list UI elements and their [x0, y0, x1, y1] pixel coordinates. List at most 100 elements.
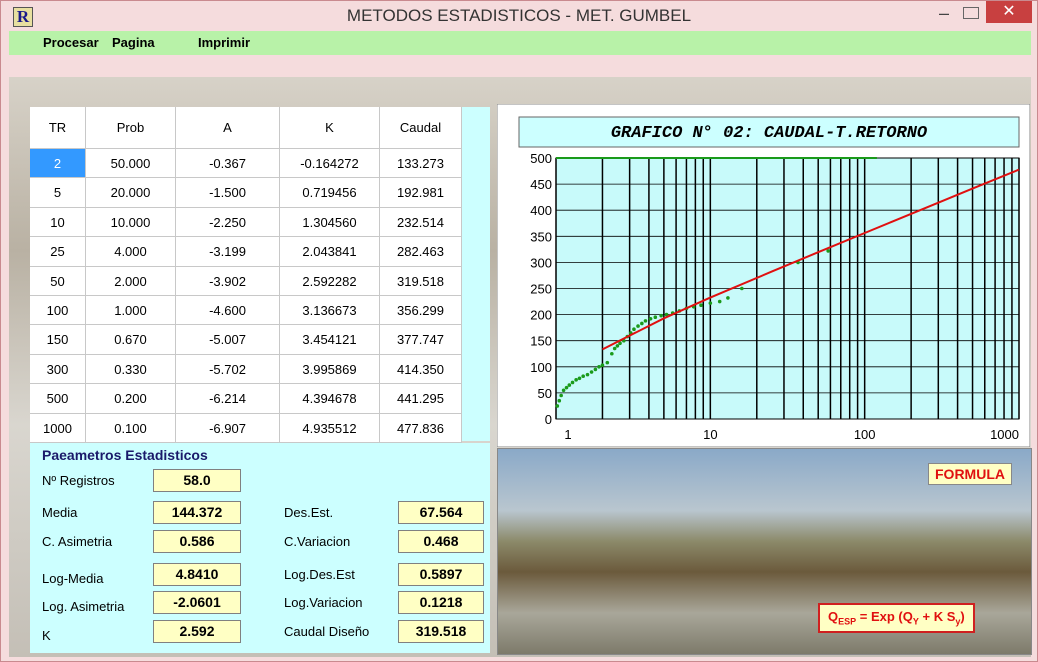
- data-point: [606, 361, 610, 365]
- minimize-button[interactable]: –: [929, 3, 959, 25]
- data-point: [649, 317, 653, 321]
- data-point: [581, 374, 585, 378]
- table-cell: 4.000: [86, 237, 176, 266]
- table-cell: 50: [30, 267, 86, 296]
- data-point: [659, 314, 663, 318]
- close-button[interactable]: ✕: [986, 1, 1032, 23]
- table-cell: -5.007: [176, 325, 280, 354]
- field-value: 4.8410: [153, 563, 241, 586]
- table-cell: 10.000: [86, 208, 176, 237]
- panel-title: Paeametros Estadisticos: [42, 447, 208, 463]
- y-tick-label: 100: [530, 360, 552, 375]
- table-cell: 500: [30, 384, 86, 413]
- field-value: 2.592: [153, 620, 241, 643]
- data-point: [565, 386, 569, 390]
- formula-part: = Exp (Q: [856, 609, 913, 624]
- data-point: [557, 399, 561, 403]
- data-point: [699, 303, 703, 307]
- field-label: Log-Media: [42, 571, 103, 586]
- table-cell: -2.250: [176, 208, 280, 237]
- y-tick-label: 350: [530, 229, 552, 244]
- table-cell: 477.836: [380, 414, 462, 443]
- y-tick-label: 250: [530, 282, 552, 297]
- field-label: Log. Asimetria: [42, 599, 124, 614]
- column-header: Caudal: [380, 107, 462, 149]
- table-cell: 4.935512: [280, 414, 380, 443]
- x-tick-label: 1: [564, 427, 571, 442]
- y-tick-label: 0: [545, 412, 552, 427]
- menu-bar: Procesar Pagina Imprimir: [9, 31, 1031, 55]
- data-point: [568, 383, 572, 387]
- data-point: [632, 327, 636, 331]
- data-point: [644, 319, 648, 323]
- table-cell: 0.200: [86, 384, 176, 413]
- column-header: TR: [30, 107, 86, 149]
- y-tick-label: 500: [530, 151, 552, 166]
- column-header: A: [176, 107, 280, 149]
- data-point: [601, 363, 605, 367]
- field-label: C.Variacion: [284, 534, 350, 549]
- field-value: 0.5897: [398, 563, 484, 586]
- data-point: [574, 378, 578, 382]
- table-cell: 1.000: [86, 296, 176, 325]
- chart-title: GRAFICO N° 02: CAUDAL-T.RETORNO: [611, 124, 928, 143]
- table-cell: -0.164272: [280, 149, 380, 178]
- table-cell: 0.100: [86, 414, 176, 443]
- y-tick-label: 150: [530, 334, 552, 349]
- table-cell: 232.514: [380, 208, 462, 237]
- table-cell: 0.330: [86, 355, 176, 384]
- table-cell: 356.299: [380, 296, 462, 325]
- window: R METODOS ESTADISTICOS - MET. GUMBEL – ✕…: [0, 0, 1038, 662]
- x-tick-label: 10: [703, 427, 717, 442]
- table-cell: -5.702: [176, 355, 280, 384]
- x-tick-label: 1000: [990, 427, 1019, 442]
- data-point: [709, 301, 713, 305]
- menu-item[interactable]: Imprimir: [198, 35, 250, 50]
- field-value: 58.0: [153, 469, 241, 492]
- table-cell: 1.304560: [280, 208, 380, 237]
- table-cell: 20.000: [86, 178, 176, 207]
- table-cell: 0.719456: [280, 178, 380, 207]
- table-cell: 25: [30, 237, 86, 266]
- field-value: -2.0601: [153, 591, 241, 614]
- data-point: [610, 352, 614, 356]
- formula-text: QESP = Exp (QY + K Sy): [818, 603, 975, 633]
- menu-item[interactable]: Procesar: [43, 35, 99, 50]
- table-cell: 319.518: [380, 267, 462, 296]
- y-tick-label: 450: [530, 177, 552, 192]
- data-point: [718, 300, 722, 304]
- table-cell: 150: [30, 325, 86, 354]
- formula-part: + K S: [919, 609, 956, 624]
- column-header: Prob: [86, 107, 176, 149]
- chart: GRAFICO N° 02: CAUDAL-T.RETORNO 05010015…: [497, 104, 1030, 447]
- table-cell: 441.295: [380, 384, 462, 413]
- data-point: [594, 368, 598, 372]
- data-point: [597, 365, 601, 369]
- table-cell: 2.592282: [280, 267, 380, 296]
- maximize-button[interactable]: [963, 7, 979, 19]
- data-point: [578, 376, 582, 380]
- field-value: 0.468: [398, 530, 484, 553]
- data-point: [726, 296, 730, 300]
- table-cell: 414.350: [380, 355, 462, 384]
- menu-item[interactable]: Pagina: [112, 35, 155, 50]
- field-value: 319.518: [398, 620, 484, 643]
- data-point: [613, 347, 617, 351]
- table-cell[interactable]: 2: [30, 149, 86, 178]
- table-cell: -0.367: [176, 149, 280, 178]
- table-cell: 3.995869: [280, 355, 380, 384]
- table-cell: -1.500: [176, 178, 280, 207]
- table-cell: 3.136673: [280, 296, 380, 325]
- data-point: [559, 394, 563, 398]
- y-tick-label: 400: [530, 203, 552, 218]
- field-value: 0.1218: [398, 591, 484, 614]
- formula-button[interactable]: FORMULA: [928, 463, 1012, 485]
- field-value: 144.372: [153, 501, 241, 524]
- formula-subscript: ESP: [838, 617, 856, 627]
- data-point: [571, 381, 575, 385]
- table-cell: 1000: [30, 414, 86, 443]
- table-cell: 5: [30, 178, 86, 207]
- data-point: [640, 322, 644, 326]
- field-label: K: [42, 628, 51, 643]
- field-value: 67.564: [398, 501, 484, 524]
